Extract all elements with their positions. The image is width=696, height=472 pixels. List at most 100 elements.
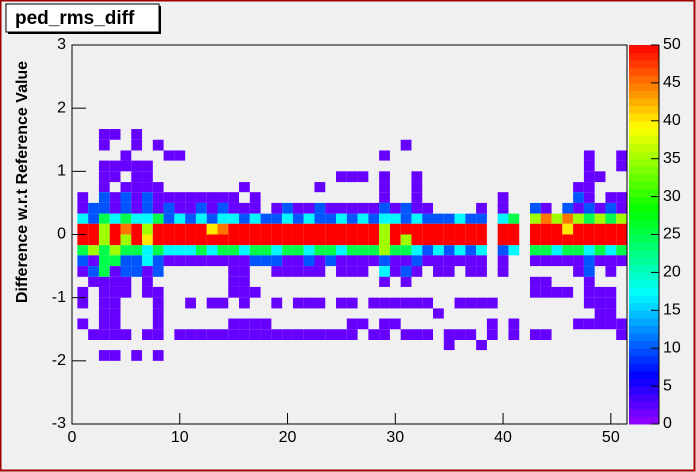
cell [142,245,153,256]
x-tick-label: 40 [494,429,512,446]
cell [594,202,606,214]
cell [98,255,110,267]
cell [411,255,423,267]
cell [411,234,423,246]
cell [98,308,110,319]
colorbar-step [629,234,659,243]
cell [368,223,380,235]
cell [152,245,164,256]
cell [260,245,272,256]
cell [88,202,99,214]
cell [142,192,153,203]
cell [239,223,250,235]
cell [292,255,304,267]
cell [206,202,218,214]
cell [454,245,466,256]
cell [260,255,272,267]
cell [508,213,520,224]
cell [422,213,434,224]
cell [163,255,175,267]
colorbar-step [629,135,659,145]
cell [605,255,617,267]
colorbar-step [629,416,659,425]
cell [379,266,390,277]
cell [346,234,358,246]
cell [131,192,143,203]
cell [379,192,390,203]
cell [206,213,218,224]
cell [465,223,477,235]
cell [131,182,143,193]
cell [616,329,627,340]
cell [389,245,401,256]
colorbar-step [629,143,659,152]
cell [174,192,186,203]
cell [120,234,132,246]
cell [379,255,390,267]
cell [109,350,121,361]
cell [109,297,121,309]
cell [303,266,315,277]
cell [174,223,186,235]
cell [109,255,121,267]
cell [195,234,207,246]
cell [411,171,423,183]
cell [400,213,412,224]
cell [88,266,99,277]
chart-title: ped_rms_diff [15,8,135,29]
cell [465,234,477,246]
cell [152,223,164,235]
cell [400,276,412,287]
colorbar-step [629,272,659,281]
cell [174,245,186,256]
cell [206,297,218,309]
cell [195,213,207,224]
cell [98,129,110,140]
cell [465,255,477,267]
title-box [5,3,160,33]
z-tick-label: 45 [663,74,681,91]
cell [616,213,627,224]
cell [77,297,89,309]
cell [605,223,617,235]
cell [443,234,455,246]
colorbar-step [629,264,659,273]
cell [379,182,390,193]
cell [77,266,89,277]
cell [583,297,595,309]
cell [109,234,121,246]
cell [346,318,358,330]
cell [476,245,487,256]
cell [77,255,89,267]
cell [303,245,315,256]
cell [562,234,574,246]
cell [152,182,164,193]
cell [400,202,412,214]
y-tick-label: 3 [57,36,66,53]
cell [228,318,240,330]
cell [228,202,240,214]
cell [249,329,261,340]
cell [249,255,261,267]
cell [239,255,250,267]
cell [152,350,164,361]
cell [411,202,423,214]
cell [142,276,153,287]
cell [314,297,326,309]
cell [228,245,240,256]
cell [411,329,423,340]
cell [195,192,207,203]
cell [389,297,401,309]
cell [616,150,627,161]
cell [120,276,132,287]
cell [131,234,143,246]
cell [389,202,401,214]
cell [573,192,584,203]
cell [163,150,175,161]
cell [400,266,412,277]
cell [357,266,369,277]
cell [379,234,390,246]
cell [551,223,563,235]
cell [433,245,444,256]
cell [142,234,153,246]
